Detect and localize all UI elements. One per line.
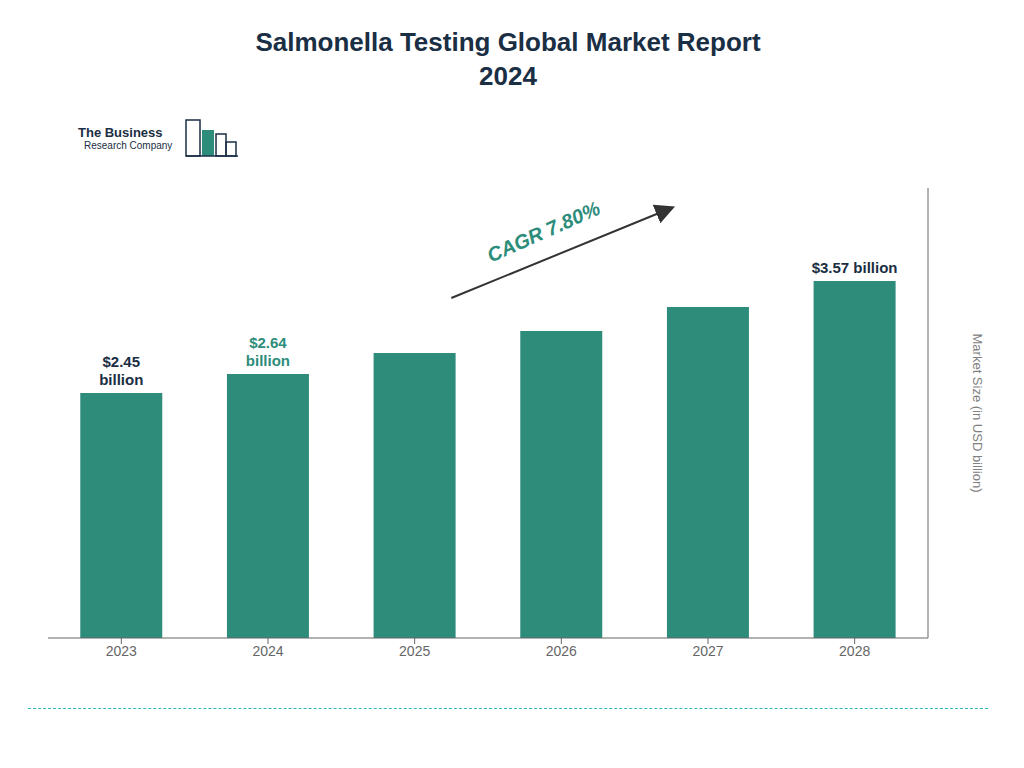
html-text:Salmonella Testing Global Mark: Salmonella Testing Global Market Report … [255, 27, 761, 91]
svg-text:2028: 2028 [839, 643, 870, 659]
svg-text:$3.57 billion: $3.57 billion [812, 259, 898, 276]
html-text:The Business: The Business [78, 124, 163, 140]
svg-text:2027: 2027 [692, 643, 723, 659]
svg-text:2024: 2024 [252, 643, 283, 659]
svg-text:$2.64billion: $2.64billion [246, 334, 290, 369]
svg-text:2025: 2025 [399, 643, 430, 659]
svg-text:Market Size (in USD billion): Market Size (in USD billion) [970, 333, 985, 492]
svg-text:CAGR 7.80%: CAGR 7.80% [484, 196, 604, 265]
svg-text:2026: 2026 [546, 643, 577, 659]
svg-text:$2.45billion: $2.45billion [99, 353, 143, 388]
html-text:Research Company: Research Company [84, 139, 173, 151]
svg-text:2023: 2023 [106, 643, 137, 659]
